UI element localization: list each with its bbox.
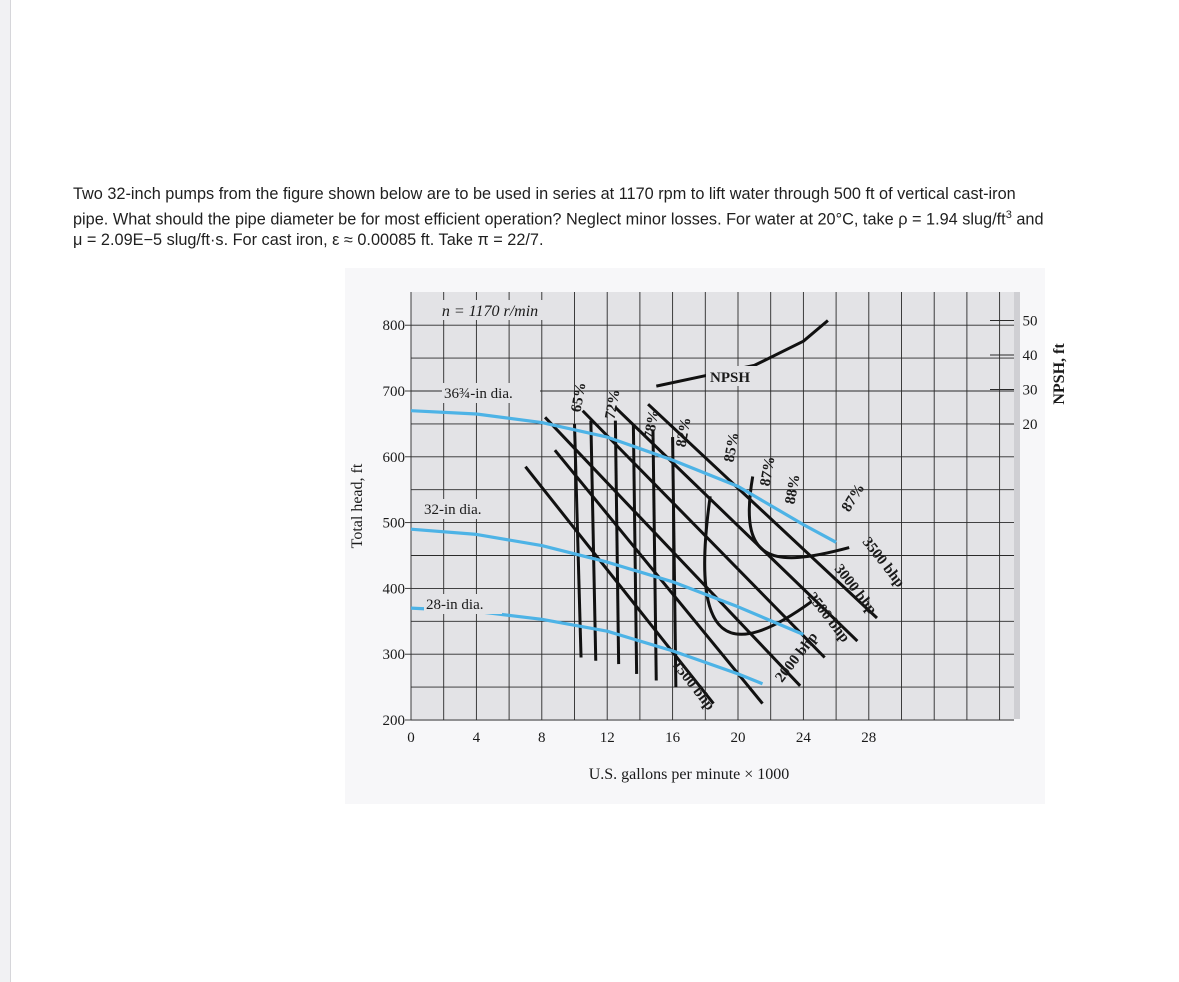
head-curve [410,409,837,544]
y-tick-label: 400 [383,581,406,597]
x-tick-label: 12 [600,730,615,746]
y-tick-label: 600 [383,450,406,466]
y-tick-label: 700 [383,384,406,400]
npsh-label: NPSH [710,370,750,386]
efficiency-label: 72% [603,388,624,420]
efficiency-lines [573,420,850,688]
npsh-curve-line [655,319,829,388]
y-axis-label: Total head, ft [349,463,366,548]
problem-line-1: Two 32-inch pumps from the figure shown … [73,185,1016,203]
curve-label: 32-in dia. [424,502,482,518]
x-axis-label: U.S. gallons per minute × 1000 [589,766,790,783]
cubed-superscript: 3 [1005,209,1012,221]
efficiency-line [631,423,639,674]
problem-line-2-text: pipe. What should the pipe diameter be f… [73,210,1006,229]
efficiency-label: 85% [722,431,743,463]
chart-grid [410,292,1014,721]
problem-line-2-end: and [1011,210,1044,229]
x-tick-label: 24 [796,730,812,746]
y-tick-label: 500 [383,516,406,532]
efficiency-line [613,420,621,665]
chart-panel-right-strip [1014,292,1020,719]
npsh-tick-label: 40 [1023,348,1038,364]
title-bg [432,300,550,320]
x-tick-label: 28 [861,730,876,746]
efficiency-loop-88 [747,476,850,560]
npsh-label-bg [706,366,760,386]
npsh-curve [655,319,829,388]
efficiency-loop-87 [703,496,813,636]
efficiency-label: 82% [674,416,695,448]
npsh-tick-label: 30 [1023,383,1038,399]
efficiency-label: 88% [783,473,804,505]
efficiency-label: 65% [569,381,590,413]
efficiency-line [589,420,598,661]
page-left-margin [0,0,10,982]
efficiency-label: 87% [758,455,779,487]
bhp-line [647,403,878,620]
efficiency-line [651,430,658,681]
bhp-line [581,409,826,659]
bhp-line [524,465,715,705]
y-tick-label: 300 [383,647,406,663]
curve-label-bg [424,594,502,614]
bhp-line [614,406,859,643]
x-tick-label: 8 [538,730,546,746]
y-tick-label: 200 [383,713,406,729]
x-tick-label: 16 [665,730,681,746]
head-curve [410,527,805,636]
efficiency-line [671,437,678,688]
chart-title: n = 1170 r/min [442,303,538,320]
curve-label-bg [442,383,540,403]
curve-label: 36¾-in dia. [444,386,513,402]
y-tick-label: 800 [383,318,406,334]
npsh-tick-label: 20 [1023,417,1038,433]
chart-panel [411,292,1014,719]
npsh-tick-label: 50 [1023,314,1038,330]
x-tick-label: 4 [473,730,481,746]
problem-statement: Two 32-inch pumps from the figure shown … [73,184,1168,251]
problem-line-3: μ = 2.09E−5 slug/ft·s. For cast iron, ε … [73,231,544,250]
efficiency-label: 78% [642,408,663,440]
curve-label-bg [422,499,500,519]
problem-line-2: pipe. What should the pipe diameter be f… [73,205,1168,230]
curve-label: 28-in dia. [426,597,484,613]
efficiency-line [573,423,583,658]
x-tick-label: 0 [407,730,415,746]
page-left-border [10,0,11,982]
x-tick-label: 20 [731,730,746,746]
y2-axis-label: NPSH, ft [1051,343,1068,405]
